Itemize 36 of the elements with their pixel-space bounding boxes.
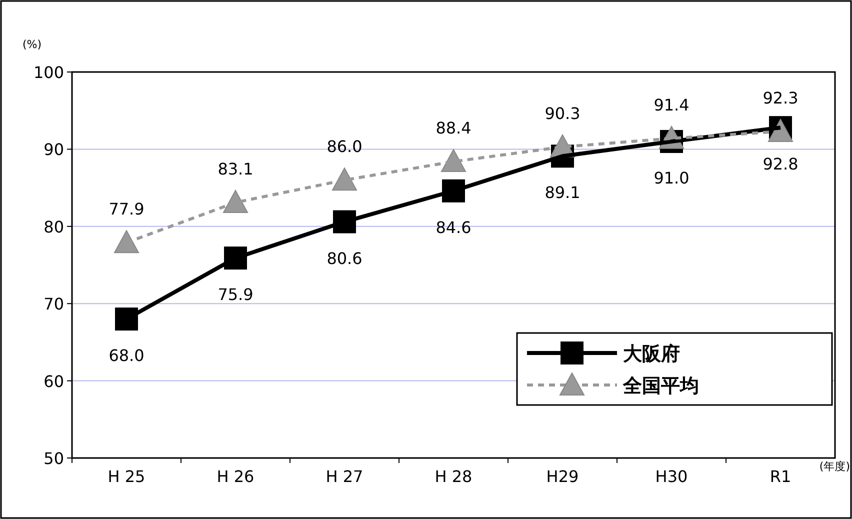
data-label: 92.3 bbox=[762, 88, 798, 108]
data-label: 84.6 bbox=[436, 218, 472, 237]
x-tick-label: H30 bbox=[655, 467, 688, 486]
point bbox=[115, 308, 138, 331]
point bbox=[114, 230, 139, 254]
legend-label: 全国平均 bbox=[622, 375, 699, 397]
x-tick-label: H 25 bbox=[108, 467, 146, 486]
legend-label: 大阪府 bbox=[623, 343, 680, 365]
data-label: 91.4 bbox=[654, 95, 690, 114]
x-tick-label: H 26 bbox=[216, 467, 254, 486]
y-tick-label: 90 bbox=[44, 140, 64, 160]
data-label: 92.8 bbox=[762, 154, 798, 174]
point bbox=[332, 168, 357, 191]
data-label: 89.1 bbox=[544, 183, 580, 202]
y-tick-label: 80 bbox=[44, 217, 64, 236]
x-axis-title: (年度) bbox=[819, 460, 850, 473]
data-label: 75.9 bbox=[218, 285, 254, 304]
point bbox=[223, 190, 248, 213]
x-tick-label: H 28 bbox=[434, 467, 472, 486]
data-label: 80.6 bbox=[326, 248, 362, 268]
y-tick-label: 60 bbox=[44, 372, 64, 391]
data-label: 88.4 bbox=[436, 118, 472, 138]
x-tick-label: H 27 bbox=[326, 467, 364, 486]
y-tick-label: 100 bbox=[33, 63, 64, 82]
data-label: 90.3 bbox=[544, 104, 580, 123]
data-label: 83.1 bbox=[218, 159, 254, 178]
y-axis-title: (%) bbox=[22, 38, 42, 51]
data-label: 91.0 bbox=[654, 168, 690, 188]
point bbox=[441, 149, 466, 172]
data-label: 86.0 bbox=[326, 137, 362, 156]
y-tick-label: 50 bbox=[44, 449, 64, 468]
data-label: 68.0 bbox=[108, 346, 144, 366]
x-tick-label: H29 bbox=[546, 467, 579, 486]
x-tick-label: R1 bbox=[770, 467, 792, 486]
y-tick-label: 70 bbox=[44, 294, 64, 314]
data-label: 77.9 bbox=[108, 200, 144, 219]
